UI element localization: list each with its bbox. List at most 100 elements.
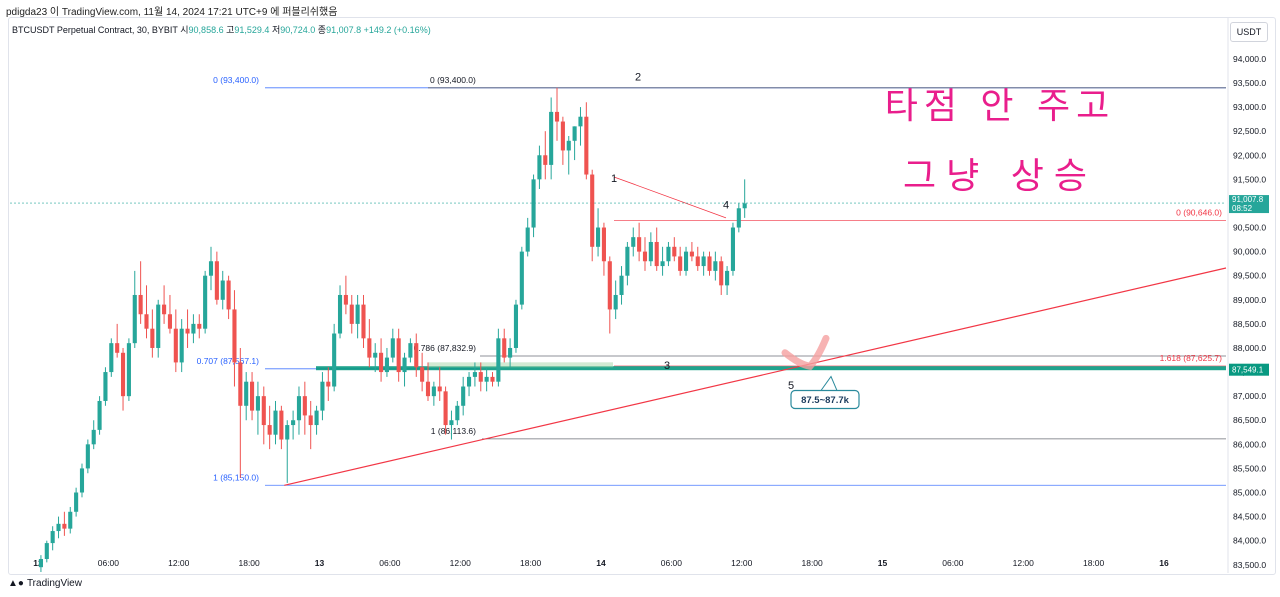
candle-body [367,338,372,358]
support-zone-band [316,366,1226,371]
candle-body [472,372,477,377]
y-tick-label: 89,000.0 [1233,295,1266,305]
candle-body [414,343,419,368]
candle-body [250,381,255,411]
wave-label: 3 [664,360,670,372]
candle-body [79,468,85,493]
footer-brand[interactable]: ▲● TradingView [8,578,82,589]
x-tick-label: 18:00 [801,558,823,568]
candle-body [167,314,173,329]
wave-label: 1 [611,173,617,185]
y-tick-label: 92,500.0 [1233,126,1266,136]
fib-level-label: 1 (85,150.0) [213,472,259,482]
candle-body [197,323,202,329]
zone-price-value: 87,549.1 [1232,366,1264,375]
candle-body [431,386,436,397]
candle-body [607,261,612,310]
fib-level-label: 0 (93,400.0) [430,75,476,85]
candle-body [349,304,354,324]
candle-body [244,381,249,406]
x-tick-label: 12:00 [168,558,190,568]
symbol-legend: BTCUSDT Perpetual Contract, 30, BYBIT 시9… [12,23,431,36]
symbol-name[interactable]: BTCUSDT Perpetual Contract, 30, BYBIT [12,25,178,35]
current-price-value: 91,007.8 [1232,195,1264,204]
candle-body [267,425,272,435]
fib-level-label: 0 (90,646.0) [1176,207,1222,217]
candle-body [619,275,624,295]
candle-body [173,328,178,363]
y-tick-label: 87,000.0 [1233,391,1266,401]
y-tick-label: 92,000.0 [1233,150,1266,160]
candle-body [513,304,519,348]
currency-button[interactable]: USDT [1230,22,1268,42]
x-tick-label: 14 [596,558,606,568]
candle-body [584,116,589,175]
candle-body [191,323,196,334]
candle-body [208,261,214,276]
fib-level-label: 1.618 (87,625.7) [1160,353,1223,363]
x-tick-label: 16 [1159,558,1169,568]
candle-body [261,396,266,426]
candle-body [531,179,536,228]
x-tick-label: 12 [33,558,43,568]
y-tick-label: 86,000.0 [1233,439,1266,449]
wave-label: 2 [635,72,641,84]
candle-body [326,381,331,387]
wave-trendline [613,176,727,219]
fib-level-label: 0.707 (87,567.1) [197,356,260,366]
candle-body [455,405,460,421]
candle-body [62,523,67,529]
candle-body [725,270,730,286]
candle-body [637,237,642,252]
candle-body [320,381,325,411]
candle-body [508,347,513,358]
brand-label: TradingView [26,578,82,589]
candle-body [56,523,61,532]
fib-level-label: 0.786 (87,832.9) [414,343,477,353]
y-tick-label: 85,000.0 [1233,488,1266,498]
candle-body [185,328,190,334]
x-tick-label: 18:00 [1083,558,1105,568]
candle-body [396,338,401,373]
open-value: 90,858.6 [188,25,224,35]
candle-body [97,400,102,430]
candle-body [132,294,137,344]
fib-level-label: 1 (86,113.6) [431,426,476,436]
candle-body [291,420,296,426]
candle-body [408,343,413,358]
candle-body [162,304,167,315]
close-label: 종 [317,25,327,35]
candle-body [220,280,225,300]
candle-body [519,251,524,305]
x-tick-label: 06:00 [942,558,964,568]
y-tick-label: 88,000.0 [1233,343,1266,353]
candle-body [384,357,389,373]
rising-trendline [284,267,1227,486]
candle-body [443,391,448,426]
candle-body [238,362,243,406]
candle-body [109,343,114,373]
candle-body [695,256,700,267]
support-zone-highlight [428,362,613,368]
y-tick-label: 90,000.0 [1233,247,1266,257]
candle-body [554,111,560,122]
candle-body [91,429,96,445]
current-price-tag [1229,195,1269,214]
y-tick-label: 89,500.0 [1233,271,1266,281]
candle-body [654,241,659,267]
y-tick-label: 84,500.0 [1233,512,1266,522]
chart-frame[interactable] [8,17,1276,575]
candle-body [578,116,583,127]
candle-body [478,372,483,382]
candle-body [625,246,630,276]
candle-body [525,227,530,252]
candle-body [560,121,565,151]
candle-countdown: 08:52 [1232,204,1253,213]
candle-body [150,328,155,348]
candle-body [549,111,554,165]
candle-body [115,343,120,353]
candle-body [484,376,489,382]
candle-body [736,208,741,228]
candle-body [361,304,366,339]
